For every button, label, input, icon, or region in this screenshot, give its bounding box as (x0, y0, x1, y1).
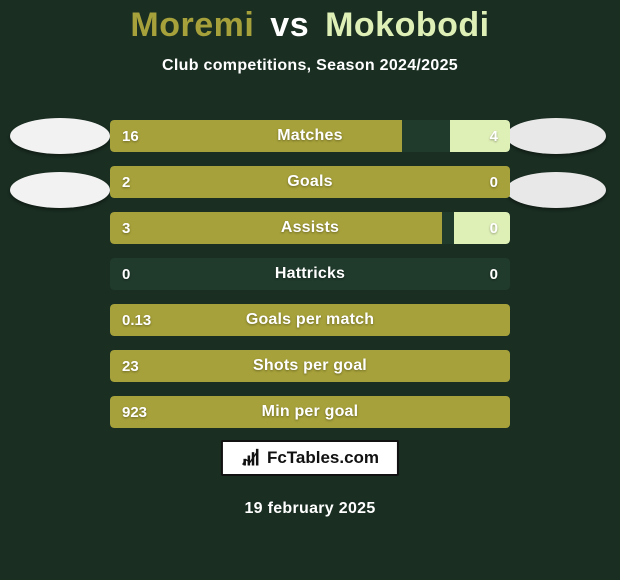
stat-row: 00Hattricks (110, 258, 510, 290)
stat-row: 20Goals (110, 166, 510, 198)
stat-label: Shots per goal (110, 350, 510, 382)
stat-row: 30Assists (110, 212, 510, 244)
date-text: 19 february 2025 (0, 500, 620, 518)
stat-row: 0.13Goals per match (110, 304, 510, 336)
source-badge: FcTables.com (221, 440, 399, 476)
avatar (10, 172, 110, 208)
source-badge-text: FcTables.com (267, 448, 379, 468)
title-vs: vs (270, 6, 309, 44)
stat-rows: 164Matches 20Goals 30Assists 00Hattricks 0.1… (110, 120, 510, 428)
stat-label: Min per goal (110, 396, 510, 428)
avatar-column-right (506, 118, 606, 208)
avatar (506, 118, 606, 154)
stat-row: 23Shots per goal (110, 350, 510, 382)
stat-label: Goals (110, 166, 510, 198)
player1-name: Moremi (130, 6, 254, 44)
chart-icon (241, 448, 261, 468)
avatar-column-left (10, 118, 110, 208)
stat-row: 923Min per goal (110, 396, 510, 428)
comparison-title: Moremi vs Mokobodi (0, 0, 620, 45)
avatar (506, 172, 606, 208)
avatar (10, 118, 110, 154)
stat-row: 164Matches (110, 120, 510, 152)
player2-name: Mokobodi (325, 6, 490, 44)
stat-label: Goals per match (110, 304, 510, 336)
stat-label: Matches (110, 120, 510, 152)
subtitle: Club competitions, Season 2024/2025 (0, 57, 620, 75)
stat-label: Hattricks (110, 258, 510, 290)
stat-label: Assists (110, 212, 510, 244)
